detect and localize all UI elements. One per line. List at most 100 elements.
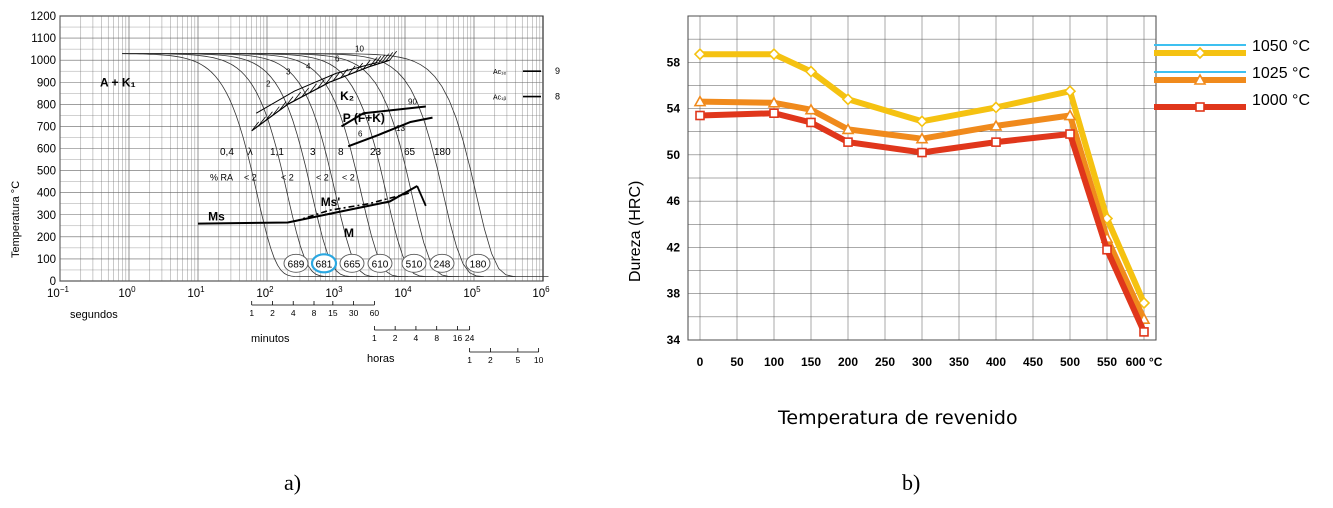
curve-label: 3 — [286, 68, 291, 77]
hardness-x-tick-label: 300 — [912, 355, 932, 369]
time-scale-label: minutos — [251, 333, 290, 345]
data-marker-diamond — [767, 48, 781, 61]
cct-y-tick-label: 1200 — [30, 11, 56, 23]
time-scale-tick-label: 1 — [372, 333, 377, 343]
k2-hatch — [285, 96, 294, 106]
time-scale-label: horas — [367, 353, 395, 365]
cct-y-tick-label: 900 — [37, 77, 56, 89]
data-marker-square — [991, 137, 1001, 147]
curve-label: 10 — [355, 44, 364, 53]
data-marker-square — [769, 108, 779, 118]
hardness-ellipse — [429, 253, 455, 273]
lambda-value: 3 — [310, 147, 316, 158]
time-scale-tick-label: 24 — [465, 333, 475, 343]
curve-label: 6 — [358, 129, 363, 138]
data-marker-diamond — [1193, 46, 1207, 60]
legend-label: 1050 °C — [1252, 38, 1310, 55]
hardness-x-tick-label: 250 — [875, 355, 895, 369]
hardness-x-tick-label: 200 — [838, 355, 858, 369]
data-marker-square — [1195, 102, 1205, 112]
panel-label-b: b) — [902, 470, 921, 495]
lambda-value: 65 — [404, 147, 416, 158]
region-ms-prime: Ms' — [321, 195, 341, 209]
cct-y-tick-label: 300 — [37, 210, 56, 222]
ra-value: < 2 — [342, 173, 355, 183]
hardness-y-axis-label: Dureza (HRC) — [627, 181, 644, 282]
k2-hatch — [340, 68, 348, 79]
k2-hatch — [258, 116, 266, 127]
cct-x-tick-label: 100 — [118, 285, 136, 300]
k2-hatch — [369, 57, 378, 67]
data-marker-diamond — [804, 65, 818, 78]
k2-hatch — [362, 59, 371, 70]
data-marker-diamond — [989, 101, 1003, 114]
ac-label: Ac₁ᵦ — [493, 95, 507, 102]
k2-hatch — [381, 53, 390, 63]
time-scale-tick-label: 10 — [534, 355, 544, 365]
hardness-x-axis-label: Temperatura de revenido — [778, 407, 1018, 429]
k2-hatch — [251, 121, 260, 132]
pearlite-finish-line — [347, 116, 433, 148]
k2-hatch — [355, 62, 364, 73]
k2-start-line — [251, 59, 390, 132]
hardness-legend: 1050 °C 1025 °C 1000 °C — [1154, 38, 1310, 112]
k2-hatch — [373, 55, 382, 66]
lambda-value: 23 — [370, 147, 382, 158]
hardness-ellipse — [339, 253, 365, 273]
ac-label: Ac₁ₑ — [493, 69, 507, 76]
region-k2: K₂ — [340, 89, 354, 103]
cct-grid — [59, 15, 544, 282]
curve-label: 4 — [306, 62, 311, 71]
hardness-y-tick-label: 46 — [667, 194, 681, 208]
curve-label: 6 — [335, 54, 340, 63]
region-pearlite: P (F+K) — [343, 111, 385, 125]
hardness-chart: 34 38 42 46 50 54 58 0 50 100 150 200 250 300 350 400 4… — [627, 15, 1310, 369]
curve-label: 2 — [266, 80, 271, 89]
data-marker-diamond — [841, 93, 855, 106]
panel-label-a: a) — [284, 470, 302, 495]
hardness-x-tick-label: 500 — [1060, 355, 1080, 369]
ra-label: % RA — [210, 173, 233, 183]
data-marker-triangle — [841, 122, 855, 135]
hardness-ellipse — [367, 253, 393, 273]
k2-hatch — [385, 52, 394, 62]
time-scale-tick-label: 60 — [370, 308, 380, 318]
data-marker-triangle — [804, 103, 818, 115]
k2-hatch — [301, 87, 309, 98]
k2-hatch — [347, 65, 356, 76]
time-scale-tick-label: 1 — [249, 308, 254, 318]
legend-label: 1000 °C — [1252, 92, 1310, 109]
k2-hatch — [317, 79, 325, 89]
hardness-ellipse — [401, 253, 427, 273]
cct-y-tick-label: 400 — [37, 188, 56, 200]
ra-value: < 2 — [244, 173, 257, 183]
cct-x-tick-label: 103 — [325, 285, 343, 300]
cct-y-tick-label: 100 — [37, 254, 56, 266]
ra-value: < 2 — [281, 173, 294, 183]
cct-y-axis-label: Temperatura °C — [10, 181, 22, 258]
k2-hatch — [271, 106, 280, 116]
cct-y-tick-label: 200 — [37, 232, 56, 244]
curve-label: 90 — [408, 97, 417, 106]
cct-y-tick-label: 800 — [37, 99, 56, 111]
cct-y-tick-label: 0 — [50, 276, 56, 288]
time-scale-seconds: segundos — [70, 309, 118, 321]
cct-x-tick-label: 10−1 — [47, 285, 69, 300]
cct-x-tick-label: 102 — [256, 285, 274, 300]
k2-finish-line — [256, 61, 378, 114]
region-m: M — [344, 226, 354, 240]
hardness-ellipse — [283, 253, 309, 273]
data-marker-square — [806, 117, 816, 128]
hardness-value: 610 — [372, 259, 389, 270]
hardness-value: 510 — [406, 259, 423, 270]
cct-y-tick-label: 1000 — [30, 55, 56, 67]
hardness-y-tick-label: 58 — [667, 55, 681, 69]
cct-y-tick-label: 600 — [37, 144, 56, 156]
legend-label: 1025 °C — [1252, 65, 1310, 82]
cct-labels: A + K₁ K₂ P (F+K) Ms Ms' M Ac₁ₑ 950 Ac₁ᵦ 835 λ 0,4 1… — [100, 44, 560, 240]
hardness-value: 681 — [316, 259, 333, 270]
time-scale-tick-label: 2 — [270, 308, 275, 318]
hardness-value: 180 — [470, 259, 487, 270]
hardness-x-tick-label: 550 — [1097, 355, 1117, 369]
pearlite-start-line — [340, 105, 426, 128]
